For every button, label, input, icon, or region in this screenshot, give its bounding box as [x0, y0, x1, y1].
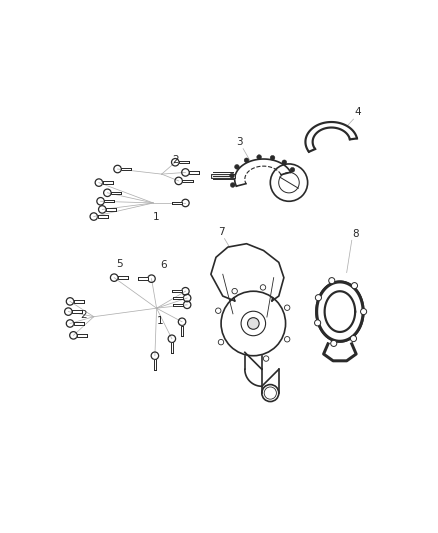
- Polygon shape: [172, 290, 182, 293]
- Circle shape: [314, 320, 321, 326]
- Polygon shape: [77, 334, 87, 336]
- Polygon shape: [305, 122, 357, 152]
- Circle shape: [282, 160, 287, 165]
- Polygon shape: [171, 343, 173, 353]
- Polygon shape: [121, 168, 131, 170]
- Circle shape: [315, 295, 321, 301]
- Circle shape: [270, 156, 275, 160]
- Text: 2: 2: [172, 155, 179, 165]
- Circle shape: [244, 158, 249, 163]
- Polygon shape: [182, 180, 193, 182]
- Text: 2: 2: [80, 310, 87, 320]
- Polygon shape: [154, 359, 156, 370]
- Text: 4: 4: [354, 108, 361, 117]
- Polygon shape: [104, 200, 114, 203]
- Text: 7: 7: [218, 227, 224, 237]
- Text: 1: 1: [153, 212, 160, 222]
- Polygon shape: [173, 304, 184, 306]
- Circle shape: [350, 335, 357, 342]
- Polygon shape: [179, 161, 189, 164]
- Circle shape: [290, 167, 295, 172]
- Polygon shape: [106, 208, 116, 211]
- Polygon shape: [181, 326, 183, 336]
- Polygon shape: [98, 215, 108, 218]
- Circle shape: [230, 173, 234, 178]
- Polygon shape: [74, 322, 84, 325]
- Polygon shape: [118, 277, 128, 279]
- Circle shape: [329, 278, 335, 284]
- Polygon shape: [325, 291, 355, 332]
- Text: 3: 3: [237, 137, 243, 147]
- Circle shape: [247, 318, 259, 329]
- Polygon shape: [172, 202, 182, 204]
- Circle shape: [257, 155, 261, 159]
- Polygon shape: [111, 191, 121, 194]
- Text: 8: 8: [352, 229, 358, 239]
- Polygon shape: [72, 310, 82, 313]
- Text: 5: 5: [116, 259, 123, 269]
- Text: 6: 6: [160, 260, 166, 270]
- Polygon shape: [74, 300, 84, 303]
- Circle shape: [230, 183, 235, 188]
- Polygon shape: [102, 181, 113, 184]
- Polygon shape: [317, 282, 363, 341]
- Circle shape: [360, 309, 367, 314]
- Circle shape: [331, 341, 337, 346]
- Polygon shape: [189, 171, 199, 174]
- Polygon shape: [138, 278, 148, 280]
- Circle shape: [235, 165, 239, 169]
- Circle shape: [351, 282, 357, 289]
- Polygon shape: [173, 297, 184, 299]
- Text: 1: 1: [157, 316, 163, 326]
